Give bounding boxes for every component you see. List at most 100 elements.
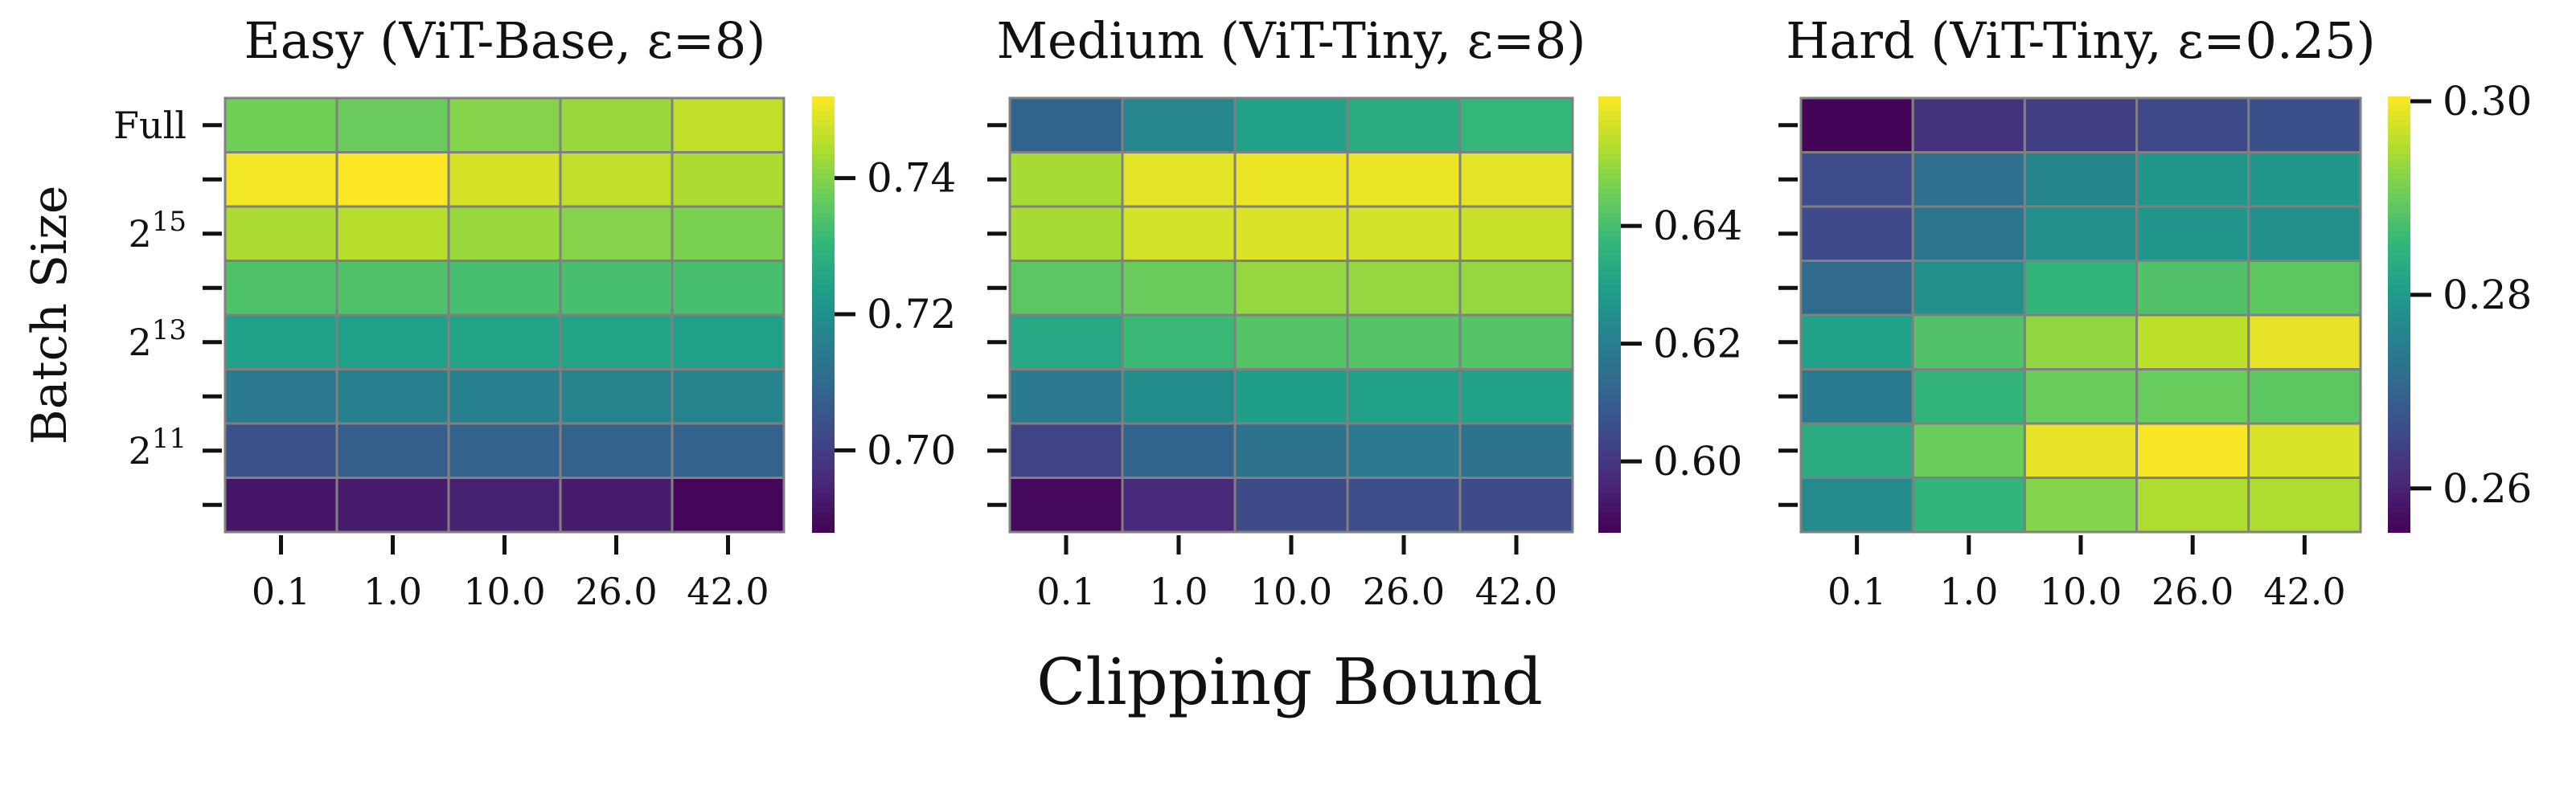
colorbar-strip [2388, 314, 2410, 321]
colorbar-strip [2388, 473, 2410, 480]
heatmap-cell [1458, 313, 1574, 370]
colorbar-strip [1598, 473, 1621, 480]
heatmap-cell [1346, 313, 1462, 370]
colorbar-strip [2388, 334, 2410, 340]
colorbar-strip [2388, 425, 2410, 432]
colorbar-strip [812, 372, 835, 379]
colorbar-strip [2388, 164, 2410, 170]
colorbar-strip [1598, 116, 1621, 122]
heatmap-panels: Easy (ViT-Base, ε=8) Full 215 213 211 0.1 1.0 1… [113, 11, 2532, 613]
colorbar-strip [812, 478, 835, 485]
colorbar-strip [1598, 367, 1621, 374]
colorbar-strip [1598, 319, 1621, 325]
y-tick-label: 211 [128, 423, 187, 473]
colorbar-strip [2388, 411, 2410, 417]
heatmap-cell [2247, 151, 2362, 208]
colorbar-strip [2388, 231, 2410, 238]
colorbar-strip [2388, 154, 2410, 161]
colorbar-strip [1598, 174, 1621, 180]
heatmap-cell [335, 205, 450, 262]
colorbar-strip [812, 353, 835, 359]
colorbar-strip [812, 246, 835, 252]
colorbar-strip [1598, 488, 1621, 494]
colorbar-strip [812, 314, 835, 321]
heatmap-panel-3: Hard (ViT-Tiny, ε=0.25) 0.1 1.0 10.0 26.0 42.… [1778, 11, 2532, 613]
colorbar-strip [1598, 430, 1621, 436]
colorbar-strip [812, 493, 835, 499]
colorbar-tick-label: 0.74 [867, 155, 956, 202]
heatmap-cell [1008, 96, 1124, 153]
colorbar-strip [812, 174, 835, 180]
colorbar-strip [1598, 207, 1621, 214]
colorbar-strip [812, 387, 835, 393]
heatmap-cell [447, 151, 562, 208]
heatmap-cell [335, 368, 450, 425]
heatmap-cell [1233, 422, 1349, 479]
colorbar-strip [2388, 454, 2410, 460]
heatmap-panel-1: Easy (ViT-Base, ε=8) Full 215 213 211 0.1 1.0 1… [113, 11, 956, 613]
colorbar-strip [812, 444, 835, 451]
colorbar-strip [812, 512, 835, 518]
colorbar-strip [1598, 372, 1621, 379]
colorbar-tick-label: 0.62 [1653, 321, 1742, 367]
colorbar-strip [2388, 522, 2410, 528]
colorbar-strip [812, 440, 835, 446]
colorbar-strip [812, 294, 835, 301]
colorbar-strip [2388, 512, 2410, 518]
colorbar-strip [2388, 159, 2410, 166]
heatmap-cell [2247, 368, 2362, 425]
colorbar-strip [1598, 343, 1621, 350]
colorbar-strip [2388, 377, 2410, 383]
colorbar-strip [812, 367, 835, 374]
heatmap-cell [1008, 368, 1124, 425]
heatmap-cell [2023, 368, 2139, 425]
colorbar-strip [1598, 454, 1621, 460]
figure-y-axis-label: Batch Size [22, 186, 78, 445]
colorbar-strip [2388, 212, 2410, 219]
colorbar-strip [2388, 188, 2410, 194]
colorbar-strip [812, 377, 835, 383]
heatmap-cell [1911, 422, 2026, 479]
heatmap-cell [335, 151, 450, 208]
colorbar-strip [1598, 193, 1621, 199]
colorbar-strip [2388, 294, 2410, 301]
colorbar-tick-label: 0.30 [2443, 78, 2532, 125]
colorbar-tick-label: 0.64 [1653, 203, 1742, 249]
colorbar-strip [1598, 507, 1621, 514]
colorbar-strip [2388, 372, 2410, 379]
colorbar-strip [2388, 526, 2410, 533]
colorbar-strip [2388, 415, 2410, 422]
colorbar-strip [2388, 96, 2410, 103]
colorbar-strip [812, 517, 835, 523]
colorbar-strip [812, 449, 835, 456]
colorbar-strip [2388, 299, 2410, 305]
colorbar-strip [1598, 121, 1621, 127]
colorbar-strip [1598, 275, 1621, 281]
colorbar-strip [1598, 512, 1621, 518]
colorbar-strip [2388, 483, 2410, 489]
colorbar-strip [1598, 526, 1621, 533]
colorbar-strip [2388, 358, 2410, 364]
colorbar-strip [2388, 207, 2410, 214]
colorbar-strip [1598, 231, 1621, 238]
colorbar-strip [812, 270, 835, 276]
colorbar-strip [1598, 353, 1621, 359]
heatmap-cell [1346, 368, 1462, 425]
colorbar-strip [812, 454, 835, 460]
colorbar-strip [1598, 377, 1621, 383]
colorbar-strip [812, 121, 835, 127]
heatmap-cell [1346, 96, 1462, 153]
colorbar-tick-label: 0.26 [2443, 465, 2532, 512]
heatmap-cell [2135, 151, 2250, 208]
heatmap-cell [2023, 96, 2139, 153]
colorbar-strip [1598, 362, 1621, 369]
colorbar-strip [2388, 251, 2410, 257]
colorbar-strip [2388, 391, 2410, 398]
colorbar-strip [1598, 130, 1621, 137]
panel-title: Hard (ViT-Tiny, ε=0.25) [1786, 11, 2376, 70]
colorbar-strip [1598, 125, 1621, 132]
heatmap-cell [559, 205, 674, 262]
colorbar-strip [2388, 440, 2410, 446]
heatmap-cell [1911, 477, 2026, 534]
y-tick-label: 213 [128, 314, 187, 364]
